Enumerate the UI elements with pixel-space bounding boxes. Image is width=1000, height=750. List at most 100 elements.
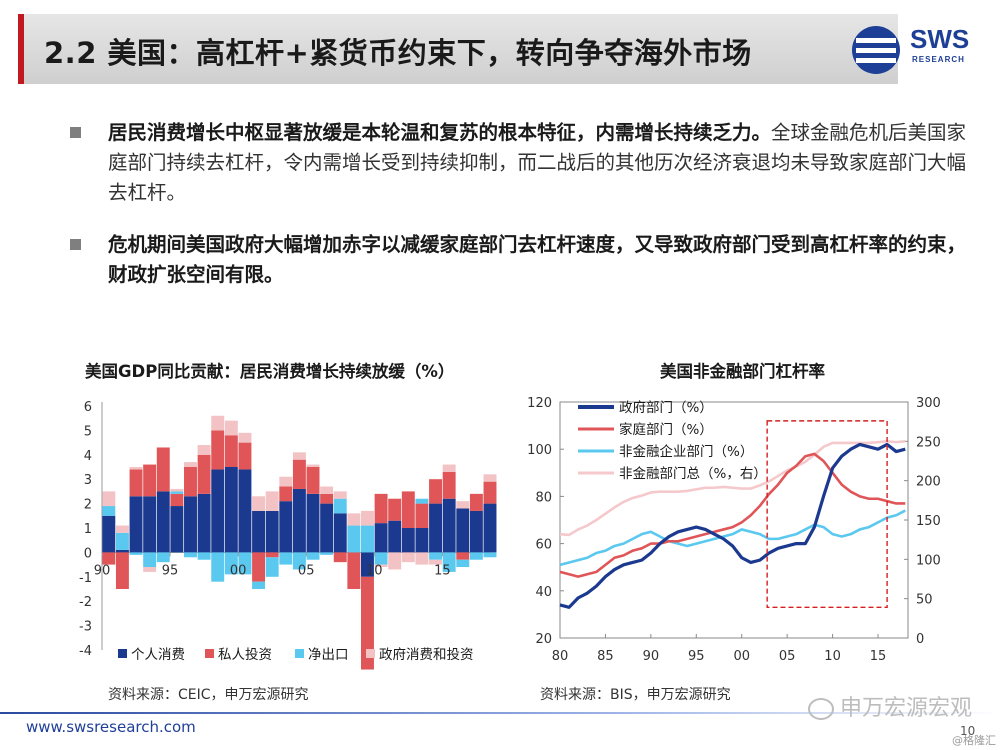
watermark-2: @格隆汇	[952, 734, 996, 747]
stack-segment	[333, 513, 347, 553]
stack-segment	[143, 552, 157, 568]
stack-segment	[102, 491, 116, 507]
stack-segment	[238, 552, 252, 575]
stack-segment	[429, 552, 443, 560]
stack-segment	[306, 464, 320, 467]
x-tick-label: 90	[643, 649, 660, 664]
legend-item: 非金融企业部门（%）	[578, 443, 753, 460]
stack-segment	[184, 552, 197, 558]
stack-segment	[347, 513, 361, 526]
stack-segment	[238, 469, 252, 553]
series-line	[559, 442, 906, 609]
stack-segment	[320, 493, 334, 504]
y-left-tick-label: 100	[527, 443, 552, 458]
stack-segment	[429, 559, 443, 565]
bullet-square-icon	[70, 127, 81, 138]
stack-segment	[156, 447, 170, 492]
y-right-tick-label: 300	[916, 396, 941, 411]
stack-segment	[197, 445, 211, 455]
legend-label: 个人消费	[131, 647, 185, 663]
y-left-tick-label: 80	[535, 490, 552, 505]
stack-segment	[388, 498, 402, 521]
stack-segment	[143, 567, 157, 572]
x-tick-label: 00	[230, 563, 247, 578]
stack-segment	[469, 552, 483, 560]
y-tick-label: 4	[84, 449, 92, 464]
title-band	[18, 14, 898, 84]
stack-segment	[374, 564, 388, 568]
bullet-1-rest: 全球金融危机后美国家庭部门持续去杠杆，令内需增长受到持续抑制，而二战后的其他历次…	[108, 121, 967, 204]
stack-segment	[279, 486, 293, 502]
stack-segment	[333, 552, 347, 563]
stack-segment	[129, 496, 143, 553]
y-left-tick-label: 20	[535, 632, 552, 647]
stack-segment	[429, 479, 443, 504]
stack-segment	[320, 503, 334, 553]
y-right-tick-label: 250	[916, 435, 941, 450]
stack-segment	[347, 552, 361, 589]
stack-segment	[320, 486, 334, 494]
stack-segment	[374, 493, 388, 524]
stack-segment	[265, 557, 279, 577]
legend-item: 政府部门（%）	[578, 400, 713, 416]
stack-segment	[401, 491, 415, 528]
gdp-chart-source: 资料来源：CEIC，申万宏源研究	[108, 687, 309, 703]
stack-segment	[224, 552, 238, 575]
plot-frame	[559, 401, 909, 639]
stack-segment	[442, 464, 456, 472]
y-right-tick-label: 100	[916, 553, 941, 568]
bullet-1-text: 居民消费增长中枢显著放缓是本轮温和复苏的根本特征，内需增长持续乏力。全球金融危机…	[108, 118, 970, 208]
stack-segment	[170, 488, 184, 492]
gdp-chart-title: 美国GDP同比贡献：居民消费增长持续放缓（%）	[85, 362, 455, 381]
x-tick-label: 05	[779, 649, 796, 664]
stack-segment	[252, 552, 266, 582]
stack-segment	[415, 552, 429, 565]
stack-segment	[224, 435, 238, 467]
stack-segment	[265, 552, 279, 558]
logo-subtext: RESEARCH	[912, 55, 965, 64]
legend-swatch	[205, 649, 214, 658]
series-line	[559, 452, 906, 578]
stack-segment	[238, 442, 252, 470]
y-tick-label: 6	[84, 400, 92, 415]
stack-segment	[442, 498, 456, 553]
stack-segment	[129, 552, 143, 555]
stack-segment	[415, 498, 429, 504]
y-left-tick-label: 120	[527, 396, 552, 411]
x-tick-label: 85	[597, 649, 614, 664]
stack-segment	[456, 501, 470, 509]
wechat-icon	[808, 698, 834, 720]
stack-segment	[374, 523, 388, 553]
stack-segment	[170, 491, 184, 494]
leverage-chart-title: 美国非金融部门杠杆率	[660, 362, 825, 381]
legend-swatch	[118, 649, 127, 658]
stack-segment	[170, 493, 184, 507]
stack-segment	[415, 503, 429, 528]
legend-item: 家庭部门（%）	[578, 421, 713, 438]
y-right-tick-label: 50	[916, 593, 933, 608]
page-number: 10	[960, 724, 976, 738]
legend-item: 政府消费和投资	[366, 647, 474, 663]
footer-divider	[0, 712, 1000, 714]
stack-segment	[292, 452, 306, 460]
stack-segment	[320, 552, 334, 555]
stack-segment	[483, 474, 497, 482]
stack-segment	[292, 488, 306, 553]
stack-segment	[184, 496, 197, 553]
stack-segment	[115, 549, 129, 553]
stack-segment	[211, 469, 225, 553]
stack-segment	[415, 528, 429, 553]
watermark-text: 申万宏源宏观	[840, 696, 973, 721]
series-line	[559, 440, 906, 537]
stack-segment	[401, 552, 415, 563]
stack-segment	[388, 552, 402, 570]
x-tick-label: 95	[162, 563, 179, 578]
stack-segment	[483, 481, 497, 504]
stack-segment	[102, 515, 116, 553]
stack-segment	[115, 525, 129, 533]
x-tick-label: 95	[688, 649, 705, 664]
logo-text: SWS	[910, 24, 970, 54]
stack-segment	[442, 552, 456, 572]
